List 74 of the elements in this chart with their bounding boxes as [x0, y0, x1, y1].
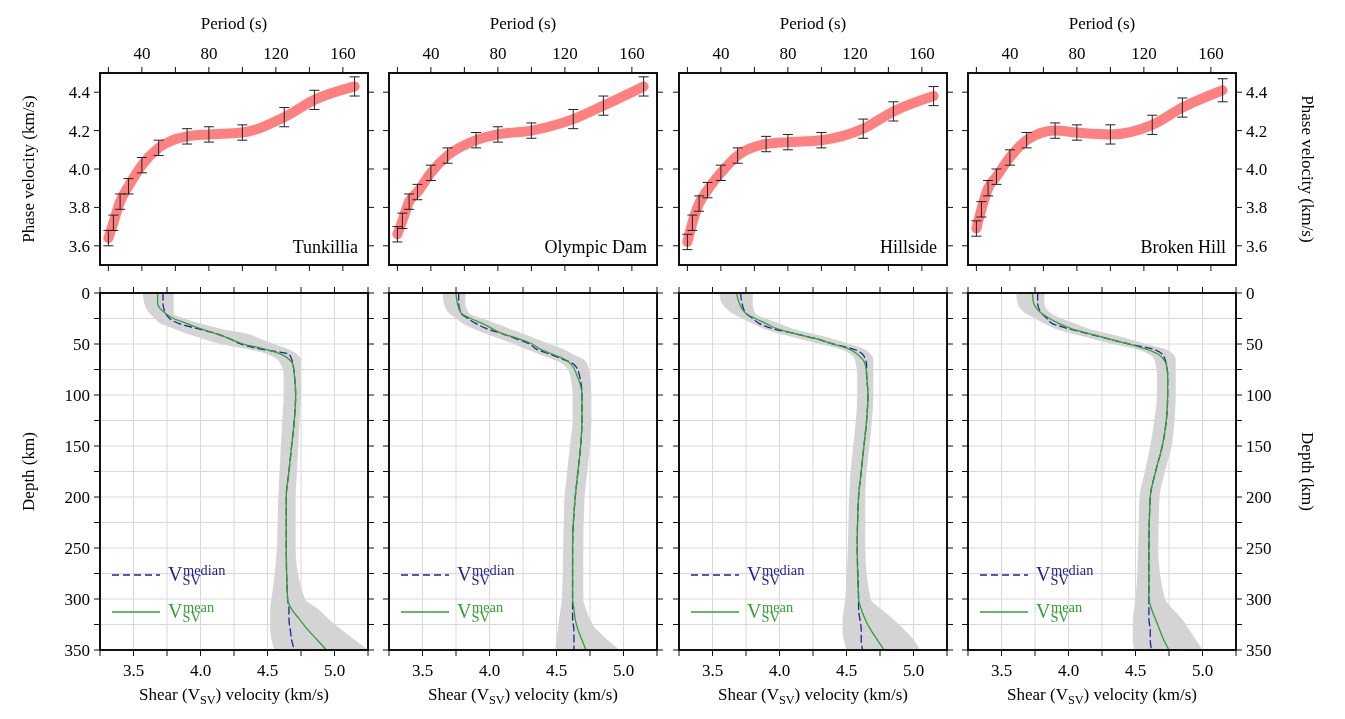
x-tick-label: 120 [263, 44, 289, 63]
x-tick-label: 160 [619, 44, 645, 63]
y-tick-label: 4.2 [68, 121, 90, 141]
x-axis-title: Period (s) [1068, 14, 1136, 33]
x-tick-label: 120 [552, 44, 578, 63]
x-tick-label: 4.5 [1124, 661, 1147, 680]
y-tick-label: 300 [1246, 589, 1272, 609]
y-axis-title: Phase velocity (km/s) [1298, 95, 1317, 243]
x-tick-label: 3.5 [990, 661, 1013, 680]
annotation: Tunkillia [292, 237, 359, 257]
y-tick-label: 4.0 [1246, 159, 1268, 179]
y-tick-label: 150 [1246, 436, 1272, 456]
y-tick-label: 250 [64, 538, 90, 558]
x-tick-label: 4.0 [768, 661, 791, 680]
y-tick-label: 100 [1246, 385, 1272, 405]
annotation: Broken Hill [1140, 237, 1226, 257]
x-axis-title: Period (s) [489, 14, 557, 33]
x-tick-label: 5.0 [1191, 661, 1214, 680]
x-tick-label: 40 [133, 44, 151, 63]
x-tick-label: 5.0 [323, 661, 346, 680]
x-tick-label: 160 [909, 44, 935, 63]
y-tick-label: 150 [64, 436, 90, 456]
y-tick-label: 50 [73, 334, 90, 354]
x-tick-label: 5.0 [612, 661, 635, 680]
annotation: Olympic Dam [544, 237, 647, 257]
x-axis-title: Period (s) [200, 14, 268, 33]
x-tick-label: 4.0 [478, 661, 501, 680]
y-tick-label: 0 [1246, 283, 1255, 303]
y-tick-label: 100 [64, 385, 90, 405]
x-tick-label: 4.0 [189, 661, 212, 680]
x-axis-title: Shear (V$_{SV}$) velocity (km/s) [718, 685, 908, 707]
y-axis-title: Phase velocity (km/s) [19, 95, 38, 243]
y-tick-label: 3.6 [68, 236, 90, 256]
x-tick-label: 4.5 [835, 661, 858, 680]
x-tick-label: 80 [200, 44, 218, 63]
x-axis-title: Period (s) [779, 14, 847, 33]
x-axis-title: Shear (V$_{SV}$) velocity (km/s) [1007, 685, 1197, 707]
y-tick-label: 4.4 [1246, 83, 1268, 103]
x-tick-label: 120 [842, 44, 868, 63]
y-tick-label: 0 [81, 283, 90, 303]
y-tick-label: 4.2 [1246, 121, 1268, 141]
x-axis-title: Shear (V$_{SV}$) velocity (km/s) [428, 685, 618, 707]
x-tick-label: 4.5 [545, 661, 568, 680]
x-axis-title: Shear (V$_{SV}$) velocity (km/s) [139, 685, 329, 707]
x-tick-label: 5.0 [902, 661, 925, 680]
y-tick-label: 3.8 [1246, 198, 1268, 218]
x-tick-label: 40 [1001, 44, 1019, 63]
y-tick-label: 3.8 [68, 198, 90, 218]
y-tick-label: 250 [1246, 538, 1272, 558]
x-tick-label: 40 [712, 44, 730, 63]
y-axis-title: Depth (km) [19, 432, 38, 511]
x-tick-label: 80 [779, 44, 797, 63]
x-tick-label: 4.0 [1057, 661, 1080, 680]
y-tick-label: 350 [64, 640, 90, 660]
x-tick-label: 3.5 [701, 661, 724, 680]
y-tick-label: 200 [64, 487, 90, 507]
y-tick-label: 4.4 [68, 83, 91, 103]
y-tick-label: 4.0 [68, 159, 90, 179]
x-tick-label: 40 [422, 44, 440, 63]
y-axis-title: Depth (km) [1298, 432, 1317, 511]
x-tick-label: 3.5 [411, 661, 434, 680]
y-tick-label: 50 [1246, 334, 1263, 354]
x-tick-label: 160 [330, 44, 356, 63]
x-tick-label: 3.5 [122, 661, 145, 680]
x-tick-label: 120 [1131, 44, 1157, 63]
y-tick-label: 300 [64, 589, 90, 609]
y-tick-label: 200 [1246, 487, 1272, 507]
x-tick-label: 4.5 [256, 661, 279, 680]
y-tick-label: 3.6 [1246, 236, 1268, 256]
x-tick-label: 160 [1198, 44, 1224, 63]
x-tick-label: 80 [1068, 44, 1086, 63]
x-tick-label: 80 [489, 44, 507, 63]
y-tick-label: 350 [1246, 640, 1272, 660]
annotation: Hillside [880, 237, 938, 257]
